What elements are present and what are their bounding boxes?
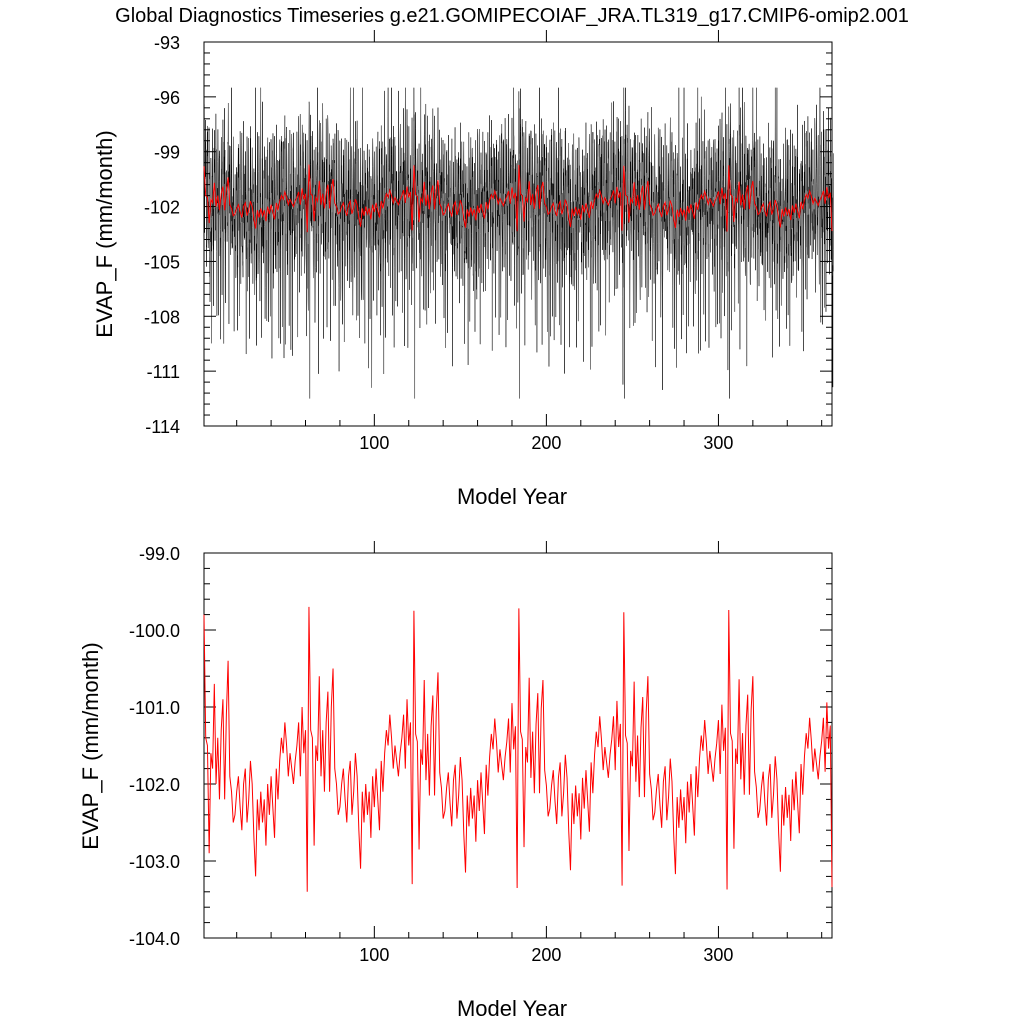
- top-plot-ylabel: EVAP_F (mm/month): [92, 130, 117, 337]
- top-plot-ticks: -114 -111 -108 -105 -102 -99 -96 -93 100 200 300: [144, 30, 832, 453]
- x-tick-label: 100: [359, 945, 389, 965]
- bottom-plot-series: [203, 606, 833, 892]
- top-plot-series: [203, 87, 834, 399]
- y-tick-label: -105: [144, 252, 180, 272]
- figure-title: Global Diagnostics Timeseries g.e21.GOMI…: [115, 5, 909, 27]
- annual-series-line: [203, 606, 833, 892]
- bottom-plot-frame: [203, 552, 833, 939]
- x-tick-label: 300: [703, 945, 733, 965]
- y-tick-label: -104.0: [129, 929, 180, 949]
- x-tick-label: 300: [703, 433, 733, 453]
- x-tick-label: 100: [359, 433, 389, 453]
- y-tick-label: -102.0: [129, 775, 180, 795]
- monthly-series-line: [203, 87, 834, 399]
- y-tick-label: -96: [154, 88, 180, 108]
- y-tick-label: -100.0: [129, 621, 180, 641]
- y-tick-label: -102: [144, 198, 180, 218]
- y-tick-label: -103.0: [129, 852, 180, 872]
- y-tick-label: -111: [147, 362, 180, 382]
- y-tick-label: -101.0: [129, 698, 180, 718]
- top-plot-frame: [203, 41, 833, 427]
- y-tick-label: -108: [144, 307, 180, 327]
- bottom-plot-ylabel: EVAP_F (mm/month): [78, 642, 103, 849]
- bottom-timeseries-plot: -104.0 -103.0 -102.0 -101.0 -100.0 -99.0 100 20…: [78, 541, 833, 1021]
- top-timeseries-plot: -114 -111 -108 -105 -102 -99 -96 -93 100 200 300 M…: [92, 30, 834, 509]
- x-tick-label: 200: [531, 433, 561, 453]
- bottom-plot-xlabel: Model Year: [457, 996, 567, 1021]
- y-tick-label: -114: [145, 417, 180, 437]
- x-tick-label: 200: [531, 945, 561, 965]
- top-plot-xlabel: Model Year: [457, 484, 567, 509]
- y-tick-label: -99: [154, 143, 180, 163]
- y-tick-label: -93: [154, 33, 180, 53]
- y-tick-label: -99.0: [139, 544, 180, 564]
- annual-series-line: [203, 164, 833, 233]
- bottom-plot-ticks: -104.0 -103.0 -102.0 -101.0 -100.0 -99.0 100 20…: [129, 541, 832, 965]
